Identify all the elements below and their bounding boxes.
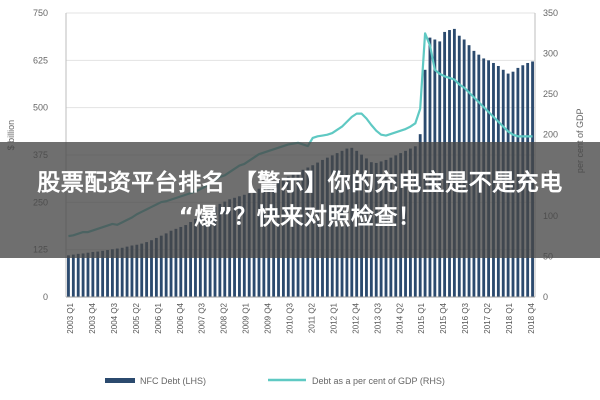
bar <box>159 235 163 297</box>
left-tick-label: 0 <box>43 292 48 302</box>
bar <box>145 242 149 297</box>
right-tick-label: 0 <box>543 292 548 302</box>
bar <box>115 248 119 297</box>
x-tick-label: 2016 Q3 <box>461 302 470 333</box>
x-tick-label: 2006 Q4 <box>176 302 185 333</box>
legend-bar-swatch <box>105 378 135 383</box>
x-tick-label: 2014 Q2 <box>395 302 404 333</box>
x-tick-label: 2011 Q2 <box>308 302 317 333</box>
bar <box>106 250 109 297</box>
x-tick-label: 2015 Q4 <box>439 302 448 333</box>
bar <box>81 253 85 297</box>
x-tick-label: 2008 Q2 <box>220 302 229 333</box>
bar <box>120 247 124 297</box>
x-tick-label: 2003 Q1 <box>66 302 75 333</box>
bar <box>189 222 192 297</box>
legend-bar-label: NFC Debt (LHS) <box>140 376 206 386</box>
left-tick-label: 625 <box>33 55 48 65</box>
right-tick-label: 300 <box>543 49 558 59</box>
x-tick-label: 2018 Q4 <box>527 302 536 333</box>
bar <box>179 226 183 297</box>
x-tick-label: 2012 Q4 <box>351 302 360 333</box>
right-tick-label: 200 <box>543 130 558 140</box>
bar <box>150 240 153 297</box>
bar <box>101 250 105 297</box>
bar <box>110 249 114 297</box>
right-tick-label: 350 <box>543 8 558 18</box>
x-tick-label: 2013 Q3 <box>373 302 382 333</box>
bar <box>91 251 95 297</box>
bar <box>164 233 168 297</box>
banner-headline-line-1: 股票配资平台排名 【警示】你的充电宝是不是充电 <box>37 170 563 196</box>
x-tick-label: 2005 Q2 <box>132 302 141 333</box>
x-tick-label: 2006 Q1 <box>154 302 163 333</box>
bar <box>76 253 80 297</box>
x-tick-label: 2007 Q3 <box>198 302 207 333</box>
x-tick-label: 2003 Q4 <box>88 302 97 333</box>
bar <box>140 243 144 297</box>
bar <box>154 237 158 297</box>
bar <box>130 245 134 297</box>
overlay-banner[interactable]: 股票配资平台排名 【警示】你的充电宝是不是充电 “爆”？快来对照检查！ <box>0 142 600 258</box>
x-tick-label: 2009 Q4 <box>264 302 273 333</box>
x-axis-ticks: 2003 Q1 2003 Q4 2004 Q3 2005 Q2 2006 Q1 2006 … <box>66 302 536 333</box>
x-tick-label: 2009 Q1 <box>242 302 251 333</box>
left-axis-label: $ billion <box>6 120 16 151</box>
banner-headline-line-2: “爆”？快来对照检查！ <box>178 204 422 230</box>
x-tick-label: 2012 Q1 <box>329 302 338 333</box>
right-axis-label: per cent of GDP <box>575 109 585 174</box>
x-tick-label: 2004 Q3 <box>110 302 119 333</box>
x-tick-label: 2010 Q3 <box>286 302 295 333</box>
x-tick-label: 2017 Q2 <box>483 302 492 333</box>
bar <box>184 225 188 297</box>
bar <box>71 254 75 297</box>
bar <box>135 244 139 297</box>
bar <box>169 230 173 297</box>
legend-line-label: Debt as a per cent of GDP (RHS) <box>312 376 445 386</box>
bar <box>174 228 178 297</box>
left-tick-label: 500 <box>33 103 48 113</box>
legend: NFC Debt (LHS) Debt as a per cent of GDP… <box>105 376 445 386</box>
x-tick-label: 2015 Q1 <box>417 302 426 333</box>
right-tick-label: 250 <box>543 89 558 99</box>
bar <box>86 252 90 297</box>
bar <box>125 246 129 297</box>
left-tick-label: 750 <box>33 8 48 18</box>
bar <box>67 255 70 297</box>
bar <box>96 251 100 297</box>
x-tick-label: 2018 Q1 <box>505 302 514 333</box>
